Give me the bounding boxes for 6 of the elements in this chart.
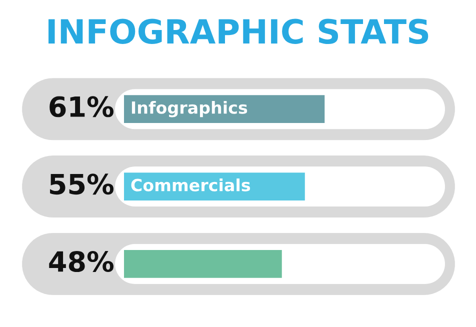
data-label: 48% [49, 251, 114, 272]
y-tick-label: Commercials [131, 178, 250, 192]
data-label: 61% [50, 96, 114, 118]
data-label: 55% [50, 174, 114, 195]
chart-title: INFOGRAPHIC STATS [48, 18, 428, 44]
y-tick-label: Infographics [132, 100, 248, 118]
